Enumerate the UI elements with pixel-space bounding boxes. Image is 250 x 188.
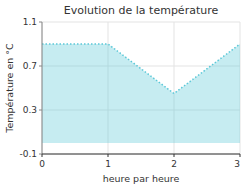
y-axis-line: [42, 22, 43, 154]
y-tick-label: 0.3: [23, 105, 37, 115]
plot-area: [42, 44, 240, 143]
y-tick-label: 0.7: [23, 61, 37, 71]
x-axis-label: heure par heure: [103, 173, 180, 184]
y-tick: [39, 110, 42, 111]
y-axis-label: Température en °C: [4, 43, 15, 134]
x-tick-label: 3: [234, 159, 240, 169]
title: Evolution de la température: [64, 4, 219, 17]
grid-line-y: [42, 154, 240, 155]
y-tick: [39, 66, 42, 67]
area-fill: [42, 44, 240, 143]
x-axis-line: [42, 154, 240, 155]
grid-line-y: [42, 22, 240, 23]
x-tick-label: 0: [39, 159, 45, 169]
chart-svg: -0.1 0.3 0.7 1.1 0 1 2 3 Evolution de la tempéra…: [0, 0, 250, 188]
line: [42, 44, 240, 94]
grid: [42, 22, 240, 154]
axes: -0.1 0.3 0.7 1.1 0 1 2 3: [19, 17, 240, 169]
y-tick: [39, 22, 42, 23]
y-tick-label: 1.1: [23, 17, 37, 27]
chart-container: -0.1 0.3 0.7 1.1 0 1 2 3 Evolution de la tempéra…: [0, 0, 250, 188]
y-tick-label: -0.1: [19, 149, 37, 159]
grid-line-x: [42, 22, 43, 154]
x-tick: [240, 154, 241, 157]
x-tick: [174, 154, 175, 157]
x-tick-label: 1: [105, 159, 111, 169]
x-tick: [42, 154, 43, 157]
x-tick: [108, 154, 109, 157]
x-tick-label: 2: [171, 159, 177, 169]
